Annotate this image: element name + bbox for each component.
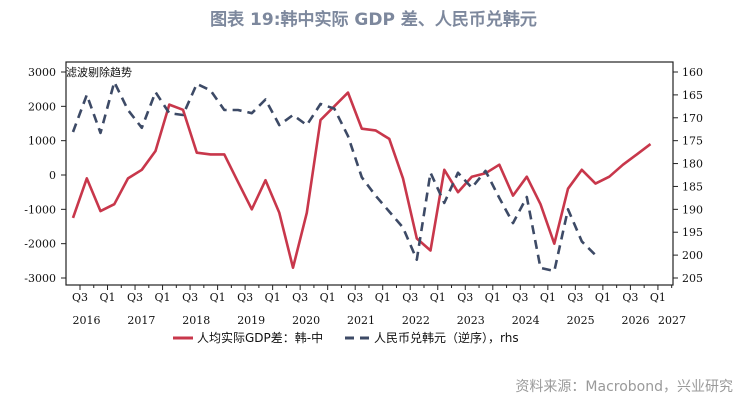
x-tick-label: Q3 [347,291,363,304]
x-tick-label: Q3 [512,291,528,304]
x-year-label: 2021 [347,314,375,327]
left-axis-label: -3000 [24,272,56,285]
left-axis-label: -2000 [24,238,56,251]
x-year-label: 2027 [658,314,686,327]
x-tick-label: Q1 [375,291,391,304]
x-tick-label: Q1 [155,291,171,304]
x-year-label: 2018 [182,314,210,327]
chart-title: 图表 19:韩中实际 GDP 差、人民币兑韩元 [210,10,537,30]
x-year-label: 2020 [292,314,320,327]
right-axis-label: 200 [682,249,703,262]
x-year-label: 2023 [457,314,485,327]
right-axis-label: 205 [682,272,703,285]
source-note: 资料来源：Macrobond，兴业研究 [515,379,733,395]
left-axis-label: 2000 [28,100,56,113]
cny-krw-line [71,80,597,273]
x-tick-label: Q3 [182,291,198,304]
right-axis-label: 195 [682,226,703,239]
x-tick-label: Q3 [457,291,473,304]
x-year-label: 2025 [567,314,595,327]
right-axis-label: 185 [682,180,703,193]
right-axis-label: 165 [682,89,703,102]
gdp-gap-line [71,91,652,270]
x-tick-label: Q1 [540,291,556,304]
left-axis-label: 0 [49,169,56,182]
x-tick-label: Q3 [567,291,583,304]
x-tick-label: Q3 [127,291,143,304]
chart-annotation: 滤波剔除趋势 [66,65,132,79]
right-axis-label: 160 [682,66,703,79]
x-year-label: 2017 [127,314,155,327]
x-tick-label: Q1 [485,291,501,304]
x-tick-label: Q3 [292,291,308,304]
x-year-label: 2022 [402,314,430,327]
x-tick-label: Q1 [265,291,281,304]
x-tick-label: Q1 [210,291,226,304]
x-tick-label: Q1 [100,291,116,304]
x-tick-label: Q3 [237,291,253,304]
left-axis-label: 1000 [28,135,56,148]
x-year-label: 2024 [512,314,540,327]
legend-label-cny-krw: 人民币兑韩元（逆序），rhs [374,330,519,345]
legend-label-gdp-gap: 人均实际GDP差：韩-中 [197,330,323,345]
right-axis-label: 180 [682,158,703,171]
plot-frame [65,61,674,286]
x-year-label: 2026 [622,314,650,327]
x-tick-label: Q1 [430,291,446,304]
left-axis-label: -1000 [24,203,56,216]
x-tick-label: Q3 [72,291,88,304]
left-axis-label: 3000 [28,66,56,79]
x-tick-label: Q1 [650,291,666,304]
right-axis-label: 190 [682,203,703,216]
x-tick-label: Q3 [622,291,638,304]
x-tick-label: Q1 [320,291,336,304]
x-year-label: 2019 [237,314,265,327]
x-year-label: 2016 [73,314,101,327]
right-axis-label: 170 [682,112,703,125]
x-tick-label: Q3 [402,291,418,304]
right-axis-label: 175 [682,135,703,148]
x-tick-label: Q1 [595,291,611,304]
